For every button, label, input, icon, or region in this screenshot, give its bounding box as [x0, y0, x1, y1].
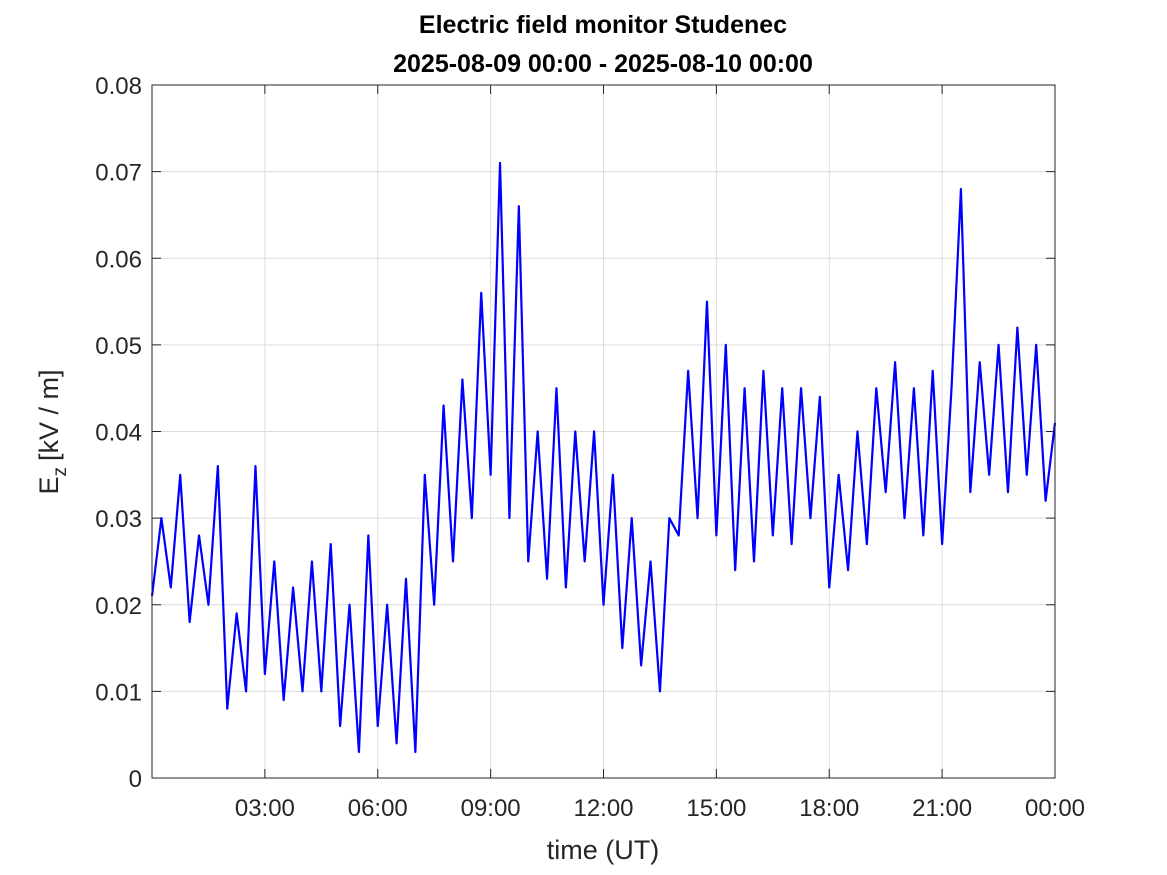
x-tick-label: 18:00	[799, 795, 859, 822]
y-label-sub: z	[50, 467, 71, 477]
y-tick-label: 0.08	[95, 73, 142, 100]
y-tick-label: 0.01	[95, 679, 142, 706]
y-label-main: E	[34, 477, 64, 495]
x-axis-label: time (UT)	[547, 835, 659, 865]
data-line	[150, 161, 1057, 754]
y-tick-label: 0.06	[95, 246, 142, 273]
x-tick-label: 06:00	[348, 795, 408, 822]
x-tick-label: 12:00	[573, 795, 633, 822]
x-tick-label: 21:00	[912, 795, 972, 822]
y-tick-label: 0.07	[95, 160, 142, 187]
x-tick-label: 09:00	[461, 795, 521, 822]
y-axis-label: Ez [kV / m]	[34, 369, 71, 494]
x-tick-label: 03:00	[235, 795, 295, 822]
y-label-unit: [kV / m]	[34, 369, 64, 461]
chart-title: Electric field monitor Studenec	[419, 11, 787, 39]
axes-box	[151, 84, 1056, 779]
y-tick-label: 0.04	[95, 420, 142, 447]
x-tick-label: 15:00	[686, 795, 746, 822]
y-tick-label: 0.05	[95, 333, 142, 360]
y-tick-label: 0.02	[95, 593, 142, 620]
x-tick-label: 00:00	[1025, 795, 1085, 822]
y-tick-label: 0	[129, 766, 142, 793]
chart-subtitle: 2025-08-09 00:00 - 2025-08-10 00:00	[393, 50, 813, 78]
y-tick-label: 0.03	[95, 506, 142, 533]
